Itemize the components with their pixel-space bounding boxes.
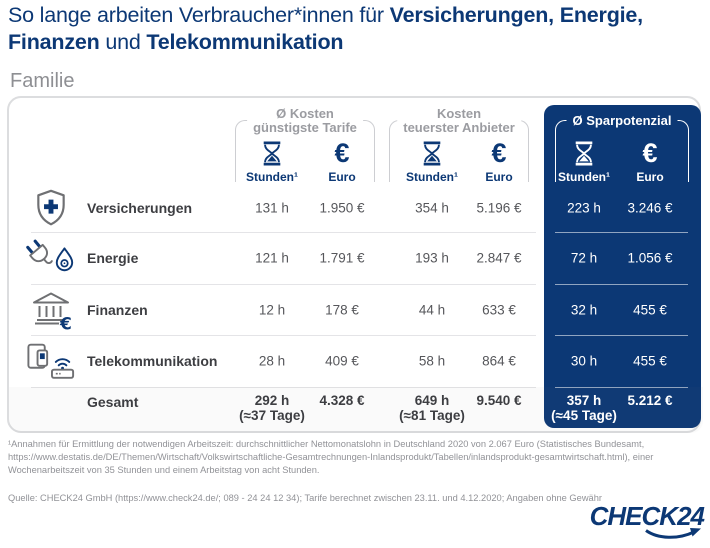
row-divider <box>555 387 688 388</box>
row-divider <box>31 335 536 336</box>
check24-logo-arrow-icon <box>644 527 702 546</box>
cell-expensive-hours: 44 h <box>418 302 446 317</box>
subheader-label: Euro <box>636 170 664 184</box>
cell-cheapest-hours: 131 h <box>255 200 289 215</box>
euro-icon: € <box>334 138 350 168</box>
finance-bank-euro-icon: € <box>22 290 80 330</box>
subheader-euro-saving: € Euro <box>604 138 696 184</box>
group-label-line: teuerster Anbieter <box>403 119 515 135</box>
page-title: So lange arbeiten Verbraucher*innen für … <box>8 2 708 56</box>
cell-expensive-euro: 864 € <box>482 353 516 369</box>
row-label-total: Gesamt <box>87 394 139 410</box>
cell-expensive-hours: 193 h <box>415 250 449 266</box>
column-group-expensive: Kosten teuerster Anbieter <box>389 107 529 182</box>
cell-saving-hours: 223 h <box>567 200 601 215</box>
row-divider <box>31 232 536 233</box>
cell-total-cheapest-hours: 292 h (≈37 Tage) <box>239 393 305 423</box>
cell-saving-hours: 32 h <box>570 302 598 317</box>
cell-cheapest-hours: 28 h <box>258 353 286 369</box>
euro-icon: € <box>642 138 658 168</box>
hourglass-icon <box>226 138 318 168</box>
svg-text:€: € <box>59 314 72 330</box>
subheader-euro-expensive: € Euro <box>453 138 545 184</box>
hourglass-icon <box>538 138 630 168</box>
source-text: Quelle: CHECK24 GmbH (https://www.check2… <box>8 493 602 503</box>
column-group-cheapest: Ø Kosten günstigste Tarife <box>235 107 375 182</box>
telecom-devices-router-icon <box>22 342 80 381</box>
subheader-hours-saving: Stunden¹ <box>538 138 630 184</box>
segment-label-familie: Familie <box>10 70 75 92</box>
euro-icon: € <box>491 138 507 168</box>
footnote-text: ¹Annahmen für Ermittlung der notwendigen… <box>8 439 654 475</box>
cost-table: Ø Kosten günstigste Tarife Kosten teuerste… <box>7 96 703 433</box>
cell-expensive-euro: 2.847 € <box>476 250 522 266</box>
row-label: Telekommunikation <box>87 353 218 369</box>
cell-saving-euro: 3.246 € <box>627 200 673 215</box>
row-divider <box>555 232 688 233</box>
subheader-hours-cheapest: Stunden¹ <box>226 138 318 184</box>
cell-expensive-euro: 5.196 € <box>476 200 522 215</box>
cell-saving-euro: 455 € <box>633 353 667 369</box>
subheader-label: Stunden¹ <box>406 170 458 184</box>
cell-saving-hours: 72 h <box>570 250 598 266</box>
group-label-line: günstigste Tarife <box>253 119 357 135</box>
cell-total-saving-hours: 357 h (≈45 Tage) <box>551 393 617 423</box>
table-row-energie: Energie 121 h 1.791 € 193 h 2.847 € 72 h… <box>9 232 703 284</box>
cell-cheapest-hours: 121 h <box>255 250 289 266</box>
column-group-saving-label: Ø Sparpotenzial <box>566 114 678 128</box>
cell-saving-hours: 30 h <box>570 353 598 369</box>
row-divider <box>31 387 536 388</box>
row-label: Energie <box>87 250 139 266</box>
subheader-label: Euro <box>485 170 513 184</box>
cell-total-saving-euro: 5.212 € <box>627 393 673 408</box>
row-divider <box>555 335 688 336</box>
check24-logo-text: CHECK24 <box>589 501 705 531</box>
group-label-line: Kosten <box>436 106 482 121</box>
subheader-label: Stunden¹ <box>246 170 298 184</box>
column-group-cheapest-label: Ø Kosten günstigste Tarife <box>247 107 363 134</box>
cell-expensive-hours: 58 h <box>418 353 446 369</box>
title-regular-2: und <box>99 30 147 54</box>
title-bold-1: Versicherungen, Energie, Finanzen <box>8 3 643 54</box>
row-divider <box>555 284 688 285</box>
subheader-hours-expensive: Stunden¹ <box>386 138 478 184</box>
table-row-gesamt: Gesamt 292 h (≈37 Tage) 4.328 € 649 h (≈81… <box>9 387 703 433</box>
row-divider <box>31 284 536 285</box>
cell-total-expensive-euro: 9.540 € <box>476 393 522 408</box>
hourglass-icon <box>386 138 478 168</box>
row-label: Versicherungen <box>87 199 193 216</box>
title-bold-2: Telekommunikation <box>146 30 344 54</box>
cell-cheapest-euro: 178 € <box>325 302 359 317</box>
cell-saving-euro: 1.056 € <box>627 250 673 266</box>
subheader-euro-cheapest: € Euro <box>296 138 388 184</box>
insurance-shield-plus-icon <box>22 187 80 228</box>
cell-total-expensive-hours: 649 h (≈81 Tage) <box>399 393 465 423</box>
cell-saving-euro: 455 € <box>633 302 667 317</box>
column-group-expensive-label: Kosten teuerster Anbieter <box>397 107 521 134</box>
group-label-line: Ø Kosten <box>276 106 334 121</box>
cell-cheapest-euro: 1.791 € <box>319 250 365 266</box>
table-row-telekommunikation: Telekommunikation 28 h 409 € 58 h 864 € … <box>9 335 703 387</box>
column-group-saving: Ø Sparpotenzial <box>555 114 689 182</box>
check24-logo: CHECK24 <box>589 501 705 539</box>
subheader-label: Euro <box>328 170 356 184</box>
row-label: Finanzen <box>87 301 148 318</box>
cell-cheapest-euro: 409 € <box>325 353 359 369</box>
table-row-finanzen: € Finanzen 12 h 178 € 44 h 633 € 32 h 45… <box>9 284 703 335</box>
title-regular-1: So lange arbeiten Verbraucher*innen für <box>8 3 390 27</box>
cell-expensive-euro: 633 € <box>482 302 516 317</box>
cell-expensive-hours: 354 h <box>415 200 449 215</box>
energy-plug-drop-icon <box>22 238 80 279</box>
sparpotenzial-panel <box>544 105 701 428</box>
subheader-label: Stunden¹ <box>558 170 610 184</box>
cell-cheapest-euro: 1.950 € <box>319 200 365 215</box>
cell-cheapest-hours: 12 h <box>258 302 286 317</box>
cell-total-cheapest-euro: 4.328 € <box>319 393 365 408</box>
table-row-versicherungen: Versicherungen 131 h 1.950 € 354 h 5.196… <box>9 183 703 232</box>
